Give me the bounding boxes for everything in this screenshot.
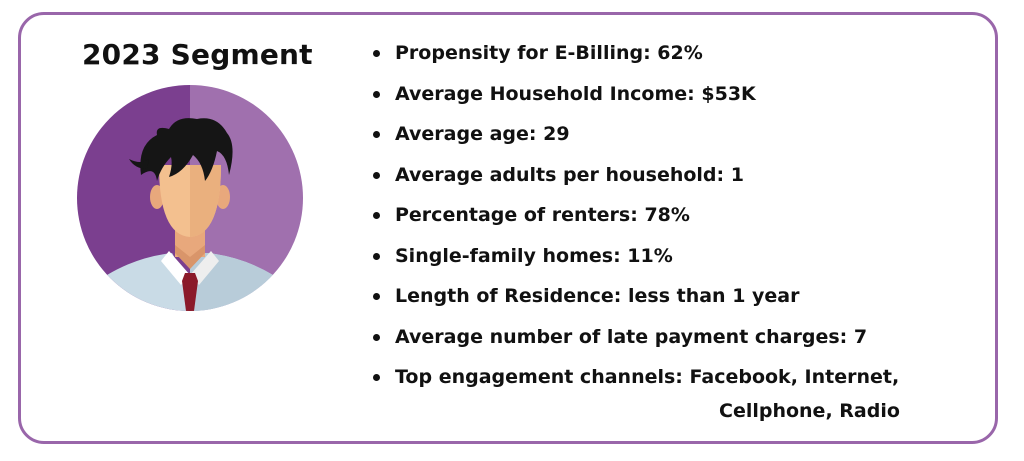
bullet-icon xyxy=(373,50,380,57)
stat-text: Average age: 29 xyxy=(395,123,570,145)
stat-text: Propensity for E-Billing: 62% xyxy=(395,42,703,64)
bullet-icon xyxy=(373,374,380,381)
segment-title: 2023 Segment xyxy=(82,38,313,71)
stat-item-late-payment-charges: Average number of late payment charges: … xyxy=(372,320,982,361)
bullet-icon xyxy=(373,212,380,219)
stat-text: Top engagement channels: Facebook, Inter… xyxy=(395,366,900,388)
bullet-icon xyxy=(373,171,380,179)
stat-text-continuation: Cellphone, Radio xyxy=(719,400,900,422)
bullet-icon xyxy=(373,90,380,98)
stat-text: Average Household Income: $53K xyxy=(395,82,756,105)
stat-text: Single-family homes: 11% xyxy=(395,244,673,267)
stat-text: Average number of late payment charges: … xyxy=(395,325,868,348)
bullet-icon xyxy=(373,333,380,341)
segment-stats-list: Propensity for E-Billing: 62% Average Ho… xyxy=(372,36,982,428)
stat-item-average-age: Average age: 29 xyxy=(372,117,982,158)
stat-item-length-of-residence: Length of Residence: less than 1 year xyxy=(372,279,982,320)
stat-item-single-family-homes: Single-family homes: 11% xyxy=(372,239,982,280)
bullet-icon xyxy=(373,252,380,260)
bullet-icon xyxy=(373,293,380,300)
bullet-icon xyxy=(373,131,380,138)
stat-text: Length of Residence: less than 1 year xyxy=(395,285,800,307)
stat-item-household-income: Average Household Income: $53K xyxy=(372,77,982,118)
stat-item-renters: Percentage of renters: 78% xyxy=(372,198,982,239)
stat-item-e-billing: Propensity for E-Billing: 62% xyxy=(372,36,982,77)
stat-text: Percentage of renters: 78% xyxy=(395,204,690,226)
stat-text: Average adults per household: 1 xyxy=(395,163,744,186)
person-avatar-icon xyxy=(77,85,303,311)
stat-item-adults-per-household: Average adults per household: 1 xyxy=(372,158,982,199)
stat-item-engagement-channels: Top engagement channels: Facebook, Inter… xyxy=(372,360,982,428)
